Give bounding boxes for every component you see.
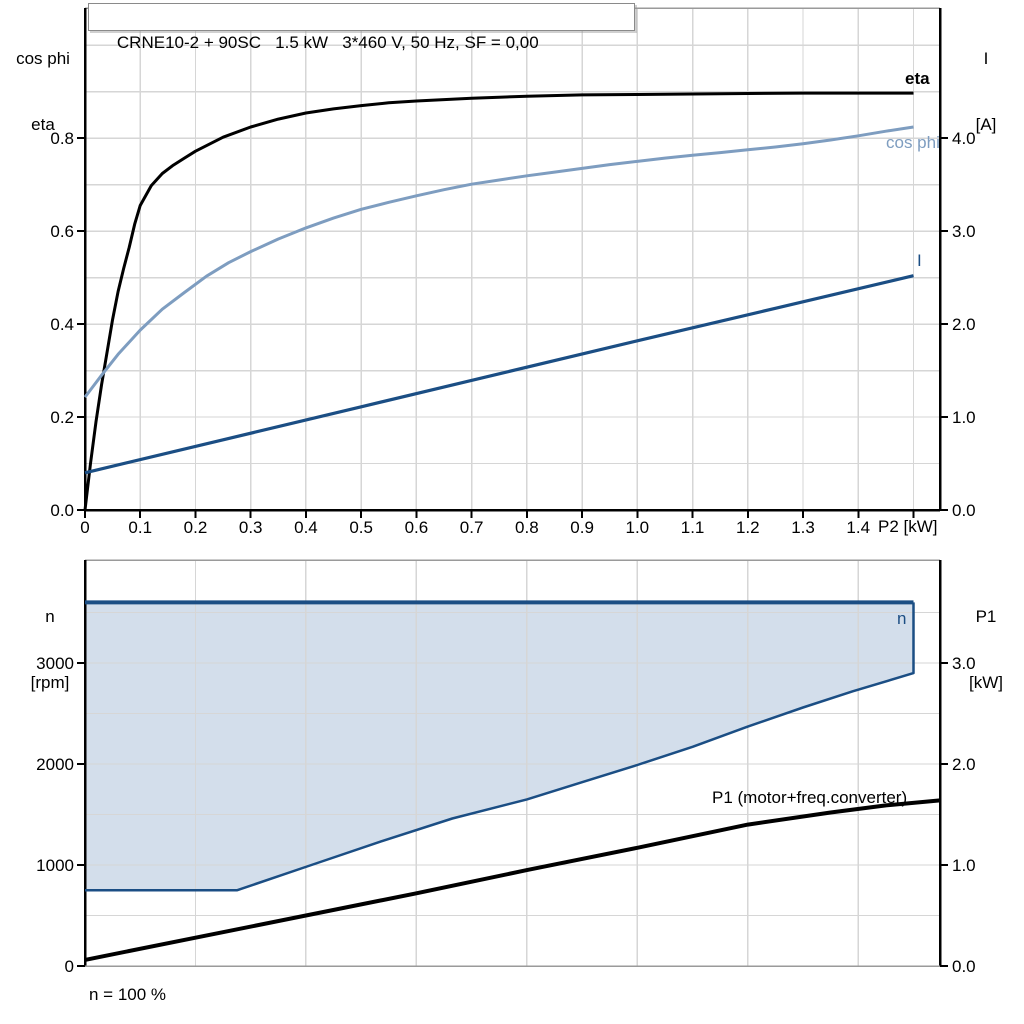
tick-label-x: 0.6 (405, 518, 429, 537)
chart-title: CRNE10-2 + 90SC 1.5 kW 3*460 V, 50 Hz, S… (116, 33, 539, 52)
axis-title-cos-phi: cos phi (16, 49, 70, 68)
tick-label-x: 1.3 (791, 518, 815, 537)
axis-title-eta: eta (31, 115, 55, 134)
axis-title-current-unit: [A] (975, 115, 997, 134)
speed-range-label: n (897, 609, 907, 628)
x-axis-unit-label: P2 [kW] (878, 517, 938, 536)
tick-label-x: 1.4 (846, 518, 870, 537)
curve-n-min-boundary (85, 602, 915, 892)
tick-label-x: 0.1 (128, 518, 152, 537)
tick-label-left: 0.8 (50, 129, 74, 148)
bottom-right-axis-title: P1 [kW] (950, 562, 1022, 738)
tick-label-right: 4.0 (952, 129, 976, 148)
tick-label-x: 0 (80, 518, 89, 537)
chart-title-box: CRNE10-2 + 90SC 1.5 kW 3*460 V, 50 Hz, S… (88, 3, 635, 52)
cos-phi-curve-label: cos phi (886, 133, 940, 152)
axis-title-p1-unit: [kW] (969, 673, 1003, 692)
tick-label-right: 2.0 (952, 755, 976, 774)
tick-label-x: 0.8 (515, 518, 539, 537)
tick-label-x: 1.0 (626, 518, 650, 537)
tick-label-right: 1.0 (952, 856, 976, 875)
top-right-axis-title: I [A] (950, 4, 1022, 180)
tick-label-left: 0.6 (50, 222, 74, 241)
tick-label-right: 2.0 (952, 315, 976, 334)
tick-label-right: 0.0 (952, 957, 976, 976)
curve-i (84, 274, 914, 475)
speed-range-area (85, 602, 914, 891)
axis-title-speed-unit: [rpm] (30, 673, 70, 692)
tick-label-x: 0.7 (460, 518, 484, 537)
tick-label-left: 0.2 (50, 408, 74, 427)
tick-label-x: 0.3 (239, 518, 263, 537)
axis-title-speed: n (45, 607, 55, 626)
tick-label-x: 0.9 (570, 518, 594, 537)
curve-p1-motor-freq-converter- (84, 798, 941, 962)
curve-cos-phi (83, 125, 914, 399)
tick-label-right: 0.0 (952, 501, 976, 520)
speed-footnote: n = 100 % (89, 985, 167, 1004)
tick-label-right: 3.0 (952, 654, 976, 673)
tick-label-x: 0.4 (294, 518, 318, 537)
tick-label-x: 1.1 (681, 518, 705, 537)
tick-label-right: 1.0 (952, 408, 976, 427)
current-curve-label: I (917, 251, 922, 270)
tick-label-left: 3000 (36, 654, 74, 673)
tick-label-left: 0 (65, 957, 74, 976)
tick-label-left: 1000 (36, 856, 74, 875)
tick-label-left: 0.0 (50, 501, 74, 520)
bottom-left-axis-title: n [rpm] (14, 562, 86, 738)
curve-eta (83, 91, 914, 511)
tick-label-left: 2000 (36, 755, 74, 774)
tick-label-x: 1.2 (736, 518, 760, 537)
axis-title-current: I (983, 49, 989, 68)
tick-label-left: 0.4 (50, 315, 74, 334)
axis-title-p1: P1 (975, 607, 997, 626)
p1-curve-label: P1 (motor+freq.converter) (712, 788, 908, 807)
tick-label-x: 0.5 (349, 518, 373, 537)
tick-label-x: 0.2 (184, 518, 208, 537)
top-left-axis-title: cos phi eta (2, 4, 84, 180)
eta-curve-label: eta (905, 69, 930, 88)
tick-label-right: 3.0 (952, 222, 976, 241)
